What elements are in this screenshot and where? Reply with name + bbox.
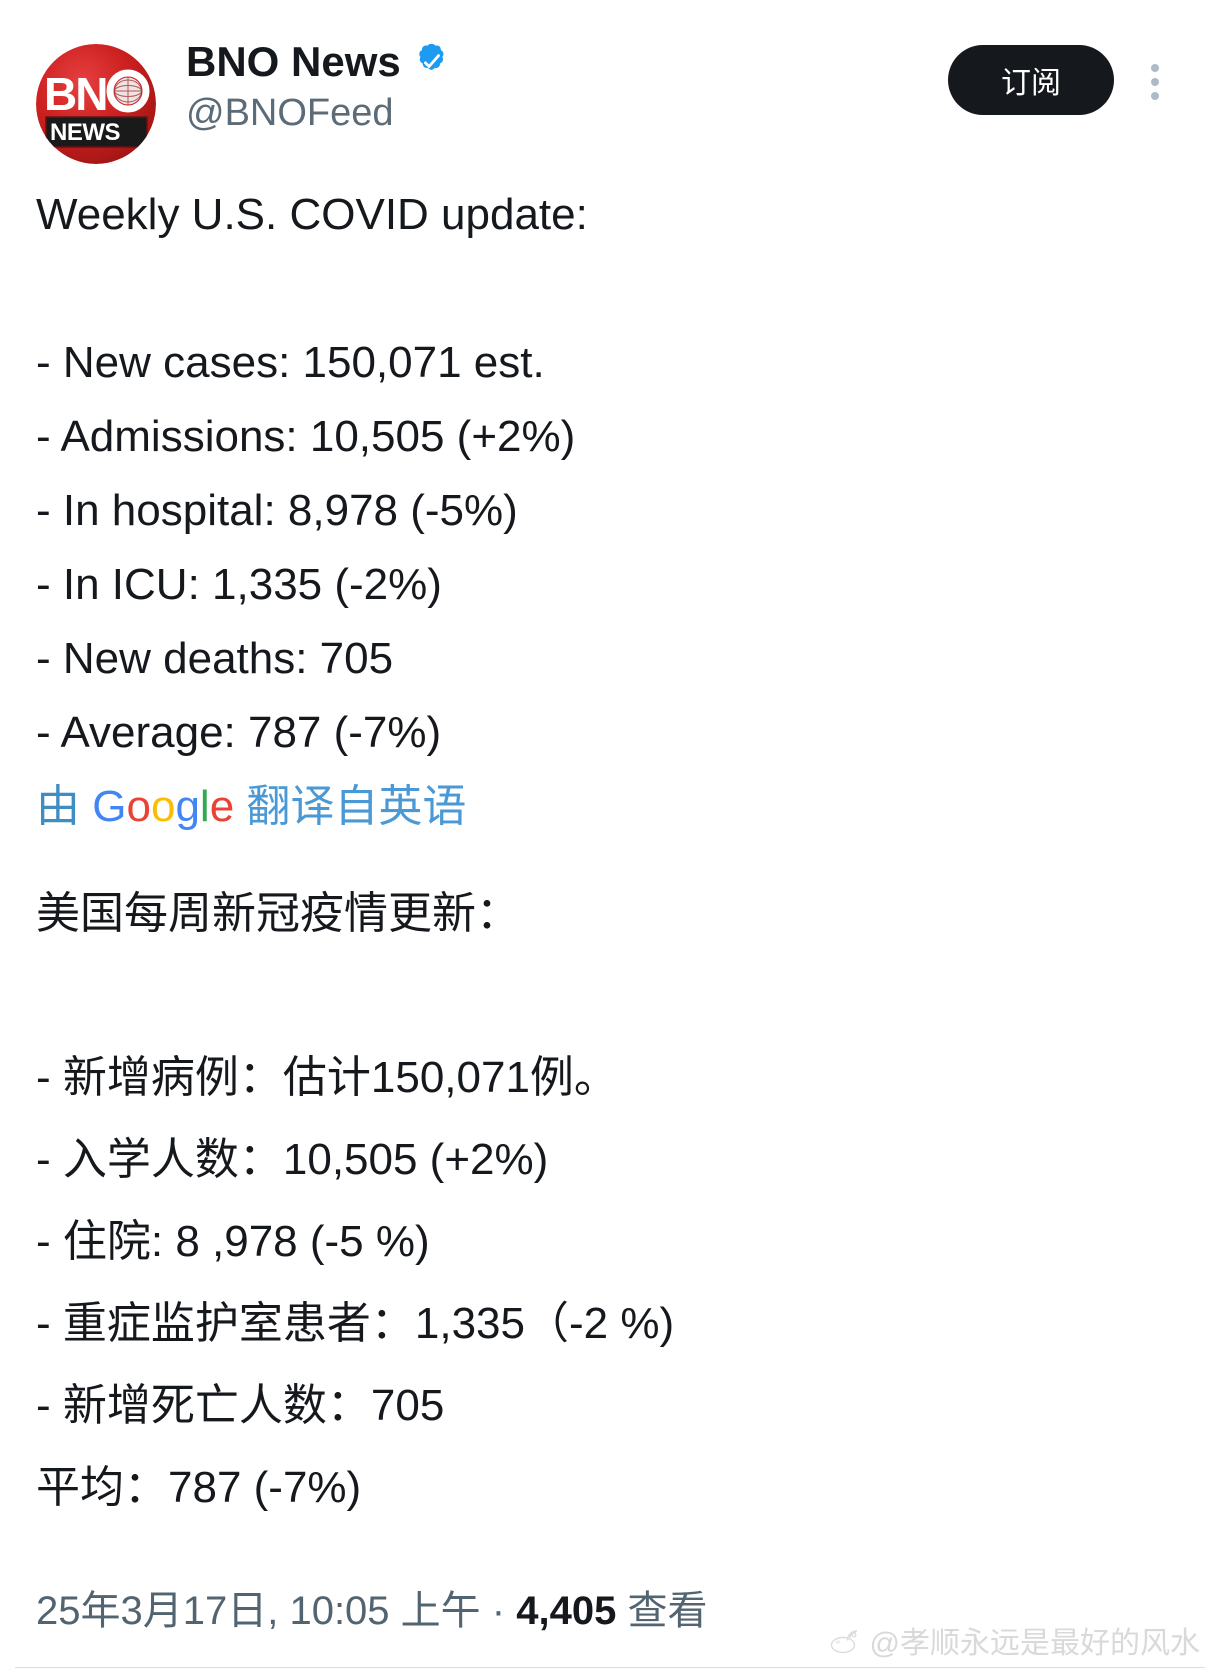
svg-text:BN: BN: [44, 68, 106, 120]
svg-text:NEWS: NEWS: [50, 119, 120, 146]
